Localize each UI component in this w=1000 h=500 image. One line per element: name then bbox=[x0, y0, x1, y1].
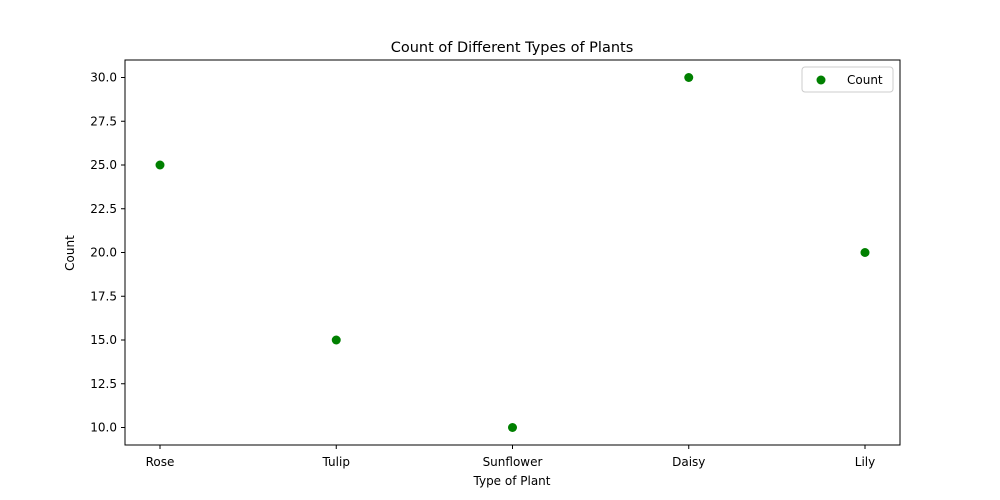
plot-area bbox=[125, 60, 900, 445]
x-axis-ticks: Rose Tulip Sunflower Daisy Lily bbox=[146, 445, 875, 469]
y-tick-label: 27.5 bbox=[90, 114, 117, 128]
data-point-daisy bbox=[684, 73, 694, 82]
chart-title: Count of Different Types of Plants bbox=[391, 40, 634, 56]
legend: Count bbox=[801, 66, 894, 93]
y-tick-label: 30.0 bbox=[90, 71, 117, 85]
x-axis-label: Type of Plant bbox=[473, 474, 551, 488]
data-point-lily bbox=[860, 248, 870, 257]
y-tick-label: 15.0 bbox=[90, 333, 117, 347]
x-tick-label: Daisy bbox=[672, 455, 705, 469]
legend-marker bbox=[816, 75, 826, 85]
y-axis-label: Count bbox=[63, 235, 77, 271]
data-point-rose bbox=[155, 160, 165, 170]
y-tick-label: 22.5 bbox=[90, 202, 117, 216]
data-points bbox=[155, 73, 870, 432]
x-tick-label: Rose bbox=[146, 455, 175, 469]
data-point-tulip bbox=[331, 335, 341, 345]
legend-box bbox=[801, 66, 894, 93]
y-axis-ticks: 10.0 12.5 15.0 17.5 20.0 22.5 25.0 27.5 30.0 bbox=[90, 71, 125, 435]
y-tick-label: 10.0 bbox=[90, 421, 117, 435]
y-tick-label: 17.5 bbox=[90, 289, 117, 303]
x-tick-label: Lily bbox=[855, 455, 875, 469]
y-tick-label: 12.5 bbox=[90, 377, 117, 391]
y-tick-label: 25.0 bbox=[90, 158, 117, 172]
data-point-sunflower bbox=[508, 423, 517, 432]
x-tick-label: Tulip bbox=[322, 455, 350, 469]
plot-frame bbox=[124, 59, 901, 446]
x-tick-label: Sunflower bbox=[483, 455, 543, 469]
y-tick-label: 20.0 bbox=[90, 246, 117, 260]
legend-label-count: Count bbox=[847, 73, 883, 87]
